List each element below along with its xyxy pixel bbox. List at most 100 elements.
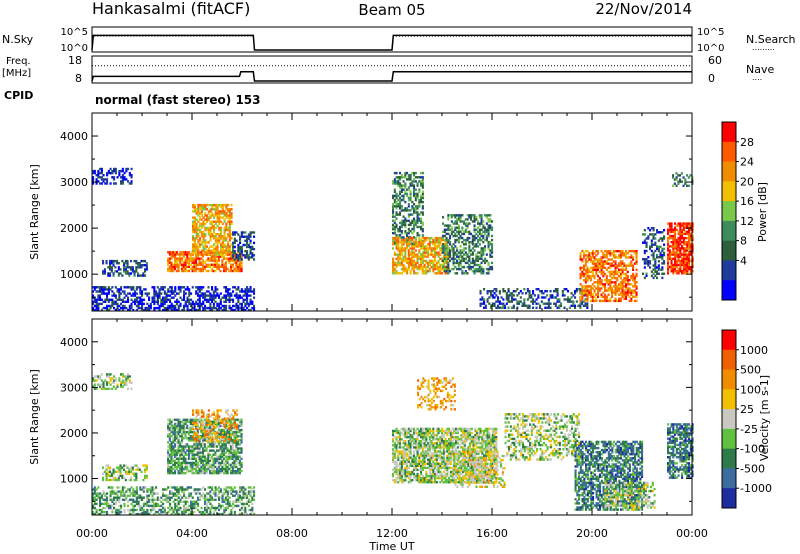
scatter-cell (392, 261, 395, 265)
scatter-cell (618, 264, 621, 267)
scatter-cell (95, 300, 98, 303)
scatter-cell (177, 488, 180, 491)
scatter-cell (231, 263, 234, 266)
scatter-cell (209, 214, 212, 217)
scatter-cell (480, 218, 483, 221)
scatter-cell (92, 306, 95, 310)
scatter-cell (672, 265, 675, 269)
scatter-cell (118, 294, 121, 297)
scatter-cell (581, 289, 584, 292)
scatter-cell (93, 171, 96, 175)
scatter-cell (406, 238, 409, 241)
scatter-cell (218, 216, 221, 219)
scatter-cell (107, 470, 110, 473)
scatter-cell (167, 304, 170, 308)
scatter-cell (407, 215, 410, 218)
scatter-cell (661, 272, 664, 275)
scatter-cell (588, 254, 591, 257)
scatter-cell (397, 263, 400, 267)
scatter-cell (247, 258, 250, 261)
scatter-cell (590, 299, 593, 303)
scatter-cell (165, 498, 168, 501)
scatter-cell (126, 470, 129, 473)
scatter-cell (155, 300, 158, 303)
scatter-cell (225, 212, 228, 215)
scatter-cell (225, 496, 228, 499)
scatter-cell (93, 498, 96, 501)
scatter-cell (127, 180, 130, 183)
scatter-cell (156, 502, 159, 506)
scatter-cell (113, 302, 116, 306)
scatter-cell (107, 300, 110, 303)
scatter-cell (109, 182, 112, 185)
scatter-cell (413, 184, 416, 187)
scatter-cell (674, 226, 677, 229)
scatter-cell (600, 266, 603, 269)
scatter-cell (459, 218, 462, 221)
scatter-cell (228, 247, 231, 250)
scatter-cell (209, 257, 212, 260)
scatter-cell (223, 243, 226, 246)
scatter-cell (244, 256, 247, 259)
scatter-cell (495, 300, 498, 303)
scatter-cell (473, 228, 476, 231)
scatter-cell (198, 261, 201, 264)
scatter-cell (100, 510, 103, 514)
scatter-cell (583, 272, 586, 276)
scatter-cell (409, 190, 412, 193)
scatter-cell (121, 274, 124, 277)
scatter-cell (146, 496, 149, 499)
scatter-cell (491, 234, 494, 238)
scatter-cell (127, 167, 130, 171)
scatter-cell (100, 167, 103, 171)
scatter-cell (459, 251, 462, 254)
scatter-cell (691, 236, 694, 240)
scatter-cell (439, 241, 442, 244)
scatter-cell (186, 486, 189, 489)
scatter-cell (407, 178, 410, 181)
scatter-cell (130, 182, 133, 185)
scatter-cell (500, 302, 503, 305)
scatter-cell (447, 257, 450, 260)
scatter-cell (148, 304, 151, 308)
scatter-cell (593, 274, 596, 278)
scatter-cell (235, 294, 238, 297)
scatter-cell (623, 297, 626, 300)
scatter-cell (246, 500, 249, 503)
scatter-cell (186, 257, 189, 260)
scatter-cell (595, 262, 598, 265)
scatter-cell (99, 377, 102, 380)
scatter-cell (392, 257, 395, 260)
scatter-cell (197, 241, 200, 244)
scatter-cell (219, 300, 222, 303)
scatter-cell (614, 250, 617, 253)
scatter-cell (225, 247, 228, 250)
scatter-cell (392, 215, 395, 218)
scatter-cell (200, 214, 203, 217)
scatter-cell (500, 306, 503, 309)
scatter-cell (172, 251, 175, 254)
frequency-lines (91, 65, 692, 82)
scatter-cell (127, 292, 130, 295)
scatter-cell (247, 233, 250, 236)
scatter-cell (92, 171, 95, 175)
scatter-cell (186, 261, 189, 264)
scatter-cell (223, 214, 226, 217)
scatter-cell (647, 235, 650, 238)
scatter-cell (116, 385, 119, 388)
scatter-cell (228, 239, 231, 242)
power-time-ticks (91, 113, 693, 311)
scatter-cell (535, 306, 538, 309)
scatter-cell (188, 259, 191, 262)
scatter-cell (413, 174, 416, 177)
scatter-cell (414, 243, 417, 246)
scatter-cell (586, 254, 589, 257)
scatter-cell (120, 298, 123, 301)
scatter-cell (197, 235, 200, 238)
scatter-cell (111, 500, 114, 503)
scatter-cell (126, 264, 129, 267)
scatter-cell (591, 262, 594, 265)
scatter-cell (130, 167, 133, 171)
scatter-cell (449, 241, 452, 244)
scatter-cell (684, 180, 687, 183)
